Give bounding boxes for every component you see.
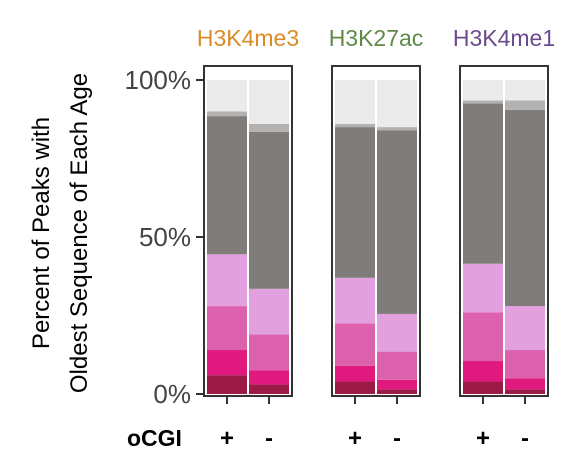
bar-segment-fourth <box>377 313 417 352</box>
bar-segment-oldest <box>463 381 503 394</box>
y-axis-title-line-2: Oldest Sequence of Each Age <box>66 73 93 393</box>
y-axis-title: Percent of Peaks with Oldest Sequence of… <box>28 73 93 393</box>
bar-segment-sixth <box>463 100 503 104</box>
bar-segment-second <box>207 350 247 376</box>
bar-segment-youngest <box>249 80 289 124</box>
bar-segment-second <box>377 379 417 390</box>
bar-segment-oldest <box>377 389 417 394</box>
x-tick-label: - <box>265 425 273 452</box>
panel-h3k4me1: H3K4me1 + - <box>453 25 555 452</box>
bar-segment-third <box>377 351 417 380</box>
panel-h3k27ac: H3K27ac + - <box>329 25 424 452</box>
panel-title: H3K4me1 <box>453 25 555 51</box>
y-tick-label: 0% <box>153 379 191 409</box>
bar-segment-third <box>505 350 545 379</box>
facet-panels: H3K4me3 + - H3K27ac + - H3K4me1 + - <box>197 25 555 452</box>
bar-segment-sixth <box>249 123 289 132</box>
bar-segment-fifth <box>249 131 289 289</box>
bar-segment-second <box>463 361 503 382</box>
x-tick-label: + <box>476 425 490 452</box>
y-tick-label: 100% <box>125 65 192 95</box>
bar-segment-fourth <box>249 288 289 335</box>
bar-segment-youngest <box>505 80 545 101</box>
bar-segment-youngest <box>207 80 247 112</box>
bar-segment-youngest <box>463 80 503 101</box>
bar-segment-fourth <box>505 306 545 351</box>
bar-segment-oldest <box>249 384 289 394</box>
bar-segment-sixth <box>377 127 417 131</box>
panel-border <box>331 65 421 397</box>
bar-segment-fourth <box>335 277 375 324</box>
bar-segment-third <box>335 323 375 366</box>
x-tick-label: + <box>220 425 234 452</box>
bar-segment-sixth <box>505 100 545 110</box>
bar-segment-youngest <box>335 80 375 124</box>
y-axis: 0% 50% 100% <box>125 65 204 409</box>
bar-segment-third <box>463 312 503 362</box>
bar-segment-second <box>335 365 375 382</box>
bar-segment-oldest <box>335 381 375 394</box>
y-axis-title-line-1: Percent of Peaks with <box>28 117 55 349</box>
x-tick-label: + <box>348 425 362 452</box>
bar-segment-fifth <box>335 127 375 278</box>
bar-segment-third <box>207 306 247 351</box>
y-tick-label: 50% <box>139 222 191 252</box>
bar-segment-sixth <box>335 123 375 128</box>
bar-segment-fifth <box>207 116 247 255</box>
panel-h3k4me3: H3K4me3 + - <box>197 25 299 452</box>
bar-segment-fourth <box>207 254 247 307</box>
x-tick-label: - <box>393 425 401 452</box>
panel-border <box>459 65 549 397</box>
x-tick-label: - <box>521 425 529 452</box>
bar-segment-oldest <box>207 375 247 394</box>
bar-segment-second <box>249 370 289 385</box>
x-axis-title: oCGI <box>127 425 182 451</box>
bar-segment-fifth <box>463 103 503 264</box>
panel-title: H3K4me3 <box>197 25 299 51</box>
bar-segment-fifth <box>505 109 545 307</box>
bar-segment-sixth <box>207 111 247 117</box>
bar-segment-third <box>249 334 289 371</box>
bar-segment-youngest <box>377 80 417 128</box>
panel-title: H3K27ac <box>329 25 424 51</box>
bar-segment-fourth <box>463 263 503 313</box>
panel-border <box>203 65 293 397</box>
bar-segment-oldest <box>505 389 545 394</box>
bar-segment-second <box>505 378 545 390</box>
bar-segment-fifth <box>377 130 417 314</box>
